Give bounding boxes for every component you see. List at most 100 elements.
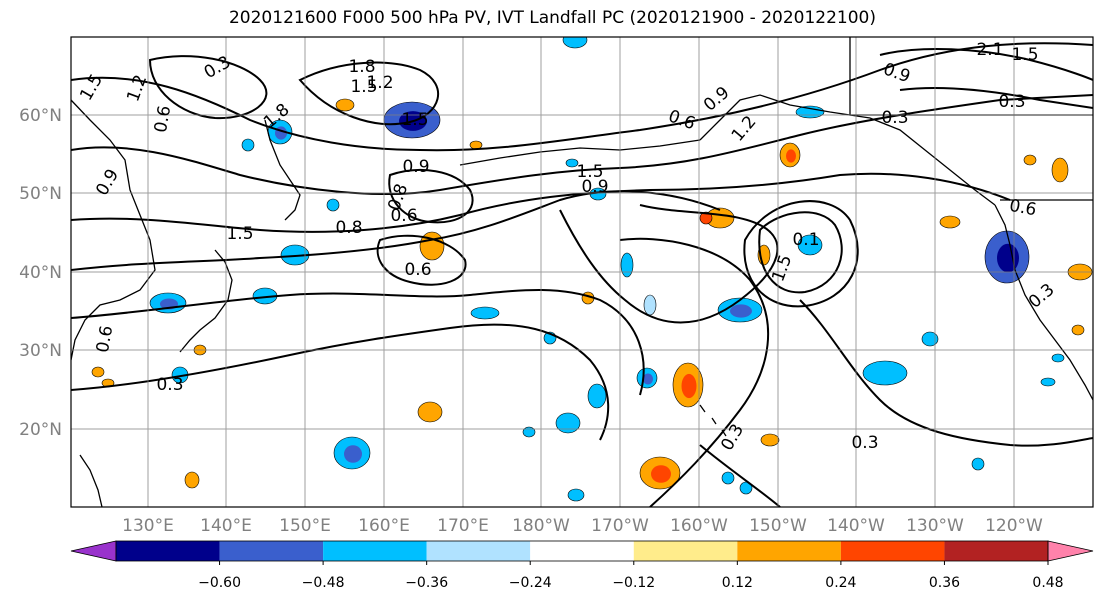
pv-contour <box>148 55 268 120</box>
longitude-label: 170°E <box>437 516 489 536</box>
pv-contour <box>799 299 1093 447</box>
contour-label: 0.6 <box>93 324 117 354</box>
ivt-anomaly-patch <box>1051 353 1065 363</box>
ivt-anomaly-patch <box>326 198 340 212</box>
contour-label: 1.5 <box>576 162 603 182</box>
ivt-anomaly-patch <box>469 140 483 150</box>
colorbar-tick-label: 0.36 <box>929 575 960 591</box>
colorbar-frame <box>115 540 1049 562</box>
longitude-label: 150°E <box>279 516 331 536</box>
contour-label: 1.5 <box>350 77 377 97</box>
colorbar-tick-label: −0.24 <box>509 575 552 591</box>
colorbar-extend-high <box>1047 540 1094 562</box>
ivt-anomaly-patch <box>470 306 500 320</box>
colorbar-segment <box>840 541 945 561</box>
colorbar-tick-label: 0.12 <box>722 575 753 591</box>
colorbar-tick-label: −0.36 <box>405 575 448 591</box>
contour-label: 0.9 <box>581 177 608 197</box>
latitude-label: 40°N <box>19 263 62 283</box>
colorbar-segment <box>116 541 220 561</box>
ivt-anomaly-patch <box>620 252 634 278</box>
ivt-anomaly-patch <box>567 488 585 502</box>
graticule <box>71 37 1093 507</box>
contour-label: 1.2 <box>366 73 393 93</box>
north-america-coastline <box>994 204 1093 401</box>
pv-contour <box>71 172 1011 233</box>
contour-label: 1.5 <box>401 110 428 130</box>
ivt-anomaly-patch <box>417 401 443 423</box>
longitude-label: 120°W <box>985 516 1043 536</box>
contour-label: 0.1 <box>792 230 819 250</box>
colorbar-tick-label: −0.60 <box>198 575 241 591</box>
pv-contour <box>699 444 781 507</box>
pv-contour <box>758 211 843 294</box>
ivt-anomaly-core <box>643 373 653 385</box>
latitude-label: 30°N <box>19 341 62 361</box>
colorbar: −0.60 −0.48 −0.36 −0.24 −0.12 0.12 0.24 0.36 0.4… <box>70 540 1094 591</box>
longitude-label: 160°W <box>670 516 728 536</box>
contour-label: 0.9 <box>402 157 429 177</box>
colorbar-tick-label: 0.48 <box>1032 575 1063 591</box>
ivt-anomaly-patch <box>1040 377 1056 387</box>
ivt-anomaly-patch <box>565 158 579 168</box>
ivt-anomaly-patch <box>562 37 588 49</box>
ivt-anomaly-patch <box>555 412 581 434</box>
contour-label: 0.3 <box>881 108 908 128</box>
colorbar-segment <box>633 541 738 561</box>
pv-contour <box>879 48 1093 81</box>
ivt-anomaly-patch <box>760 433 780 447</box>
ivt-anomaly-core <box>344 445 362 463</box>
contour-label: 2.1 <box>976 40 1003 60</box>
colorbar-segment <box>944 541 1048 561</box>
map-title: 2020121600 F000 500 hPa PV, IVT Landfall… <box>228 8 876 28</box>
ivt-anomaly-core <box>651 465 671 483</box>
ivt-anomaly-patch <box>699 211 713 225</box>
ivt-anomaly-fills <box>91 37 1093 502</box>
pv-contour <box>743 200 859 308</box>
longitude-label: 140°E <box>200 516 252 536</box>
ivt-anomaly-core <box>786 149 796 163</box>
longitude-label: 170°W <box>591 516 649 536</box>
ivt-anomaly-patch <box>184 471 200 489</box>
pv-contour <box>71 323 610 441</box>
ivt-anomaly-patch <box>1071 324 1085 336</box>
latitude-label: 50°N <box>19 184 62 204</box>
longitude-labels: 130°E 140°E 150°E 160°E 170°E 180°W 170°W 160°W… <box>122 516 1043 536</box>
colorbar-tick-label: 0.24 <box>825 575 856 591</box>
colorbar-tick-label: −0.48 <box>302 575 345 591</box>
colorbar-segment <box>530 541 634 561</box>
ivt-anomaly-patch <box>1023 154 1037 166</box>
contour-label: 0.6 <box>390 206 417 226</box>
ivt-anomaly-patch <box>1051 157 1069 183</box>
ivt-anomaly-patch <box>939 215 961 229</box>
longitude-label: 180°W <box>512 516 570 536</box>
ivt-anomaly-patch <box>971 457 985 471</box>
contour-label: 0.6 <box>1008 196 1038 220</box>
contour-label: 0.8 <box>335 218 362 238</box>
ivt-anomaly-patch <box>721 471 735 485</box>
ivt-anomaly-core <box>997 243 1019 273</box>
colorbar-segment <box>219 541 324 561</box>
ivt-anomaly-patch <box>739 481 753 495</box>
map-frame <box>70 36 1094 508</box>
pv-contour <box>619 237 770 507</box>
ivt-anomaly-patch <box>241 138 255 152</box>
contour-label: 1.5 <box>226 224 253 244</box>
ivt-anomaly-patch <box>643 294 657 316</box>
ivt-anomaly-patch <box>862 360 908 386</box>
colorbar-segment <box>323 541 427 561</box>
map-panel: 1.5 1.20.30.61.81.51.20.91.8 1.50.90.80.62… <box>70 36 1094 508</box>
ivt-anomaly-patch <box>797 234 823 256</box>
longitude-label: 160°E <box>358 516 410 536</box>
pv-contour <box>388 169 474 224</box>
ivt-anomaly-patch <box>921 331 939 347</box>
ivt-anomaly-core <box>681 373 697 399</box>
latitude-labels: 60°N 50°N 40°N 30°N 20°N <box>19 106 62 440</box>
ivt-anomaly-core <box>730 304 752 318</box>
colorbar-extend-low <box>70 540 117 562</box>
longitude-label: 130°E <box>122 516 174 536</box>
contour-label: 0.3 <box>998 92 1025 112</box>
ivt-anomaly-patch <box>335 98 355 112</box>
pv-contour <box>298 61 440 126</box>
